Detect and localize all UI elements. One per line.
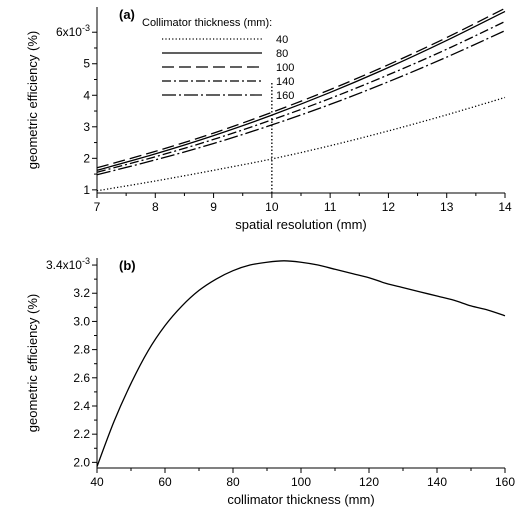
y-tick-label: 3.2	[73, 286, 90, 300]
y-tick-label: 3.4x10-3	[46, 256, 90, 272]
chart-panel-1: 40 60 80 100 120 140 160 collimator thickness (…	[25, 258, 515, 507]
y-tick-label: 5	[83, 57, 90, 71]
panel-label: (a)	[119, 7, 135, 22]
x-tick-label: 120	[359, 475, 379, 489]
legend-label-160: 160	[276, 90, 294, 102]
series-line-80	[96, 10, 506, 171]
legend-label-80: 80	[276, 48, 288, 60]
y-tick-label: 2.2	[73, 427, 90, 441]
series-line-140	[96, 20, 506, 173]
y-tick-label: 2.4	[73, 399, 90, 413]
y-tick-label: 3.0	[73, 314, 90, 328]
y-tick-label: 3	[83, 120, 90, 134]
series-line-100	[96, 7, 506, 169]
x-tick-label: 13	[440, 200, 454, 214]
y-axis-title: geometric efficiency (%)	[25, 31, 40, 169]
x-tick-label: 7	[94, 200, 101, 214]
x-tick-label: 80	[226, 475, 240, 489]
y-tick-label: 2	[83, 151, 90, 165]
legend-label-100: 100	[276, 62, 294, 74]
legend-label-140: 140	[276, 76, 294, 88]
y-tick-label: 2.6	[73, 371, 90, 385]
x-tick-label: 60	[158, 475, 172, 489]
x-tick-label: 8	[152, 200, 159, 214]
x-tick-label: 12	[382, 200, 396, 214]
y-tick-label: 4	[83, 88, 90, 102]
legend-title: Collimator thickness (mm):	[142, 17, 272, 29]
x-tick-label: 100	[291, 475, 311, 489]
y-tick-label: 2.8	[73, 343, 90, 357]
x-axis-title: spatial resolution (mm)	[235, 217, 367, 232]
x-tick-label: 40	[90, 475, 104, 489]
y-axis-title: geometric efficiency (%)	[25, 294, 40, 432]
series-line-0	[96, 260, 506, 467]
y-tick-label: 2.0	[73, 455, 90, 469]
panel-label: (b)	[119, 258, 136, 273]
x-tick-label: 11	[324, 200, 337, 214]
y-tick-label: 6x10-3	[56, 23, 90, 39]
series-line-40	[96, 96, 506, 192]
legend-label-40: 40	[276, 34, 288, 46]
x-tick-label: 140	[427, 475, 447, 489]
x-tick-label: 9	[210, 200, 217, 214]
x-tick-label: 14	[498, 200, 512, 214]
y-tick-label: 1	[83, 183, 90, 197]
x-tick-label: 160	[495, 475, 515, 489]
series-line-160	[96, 30, 506, 176]
x-tick-label: 10	[265, 200, 279, 214]
x-axis-title: collimator thickness (mm)	[227, 492, 374, 507]
